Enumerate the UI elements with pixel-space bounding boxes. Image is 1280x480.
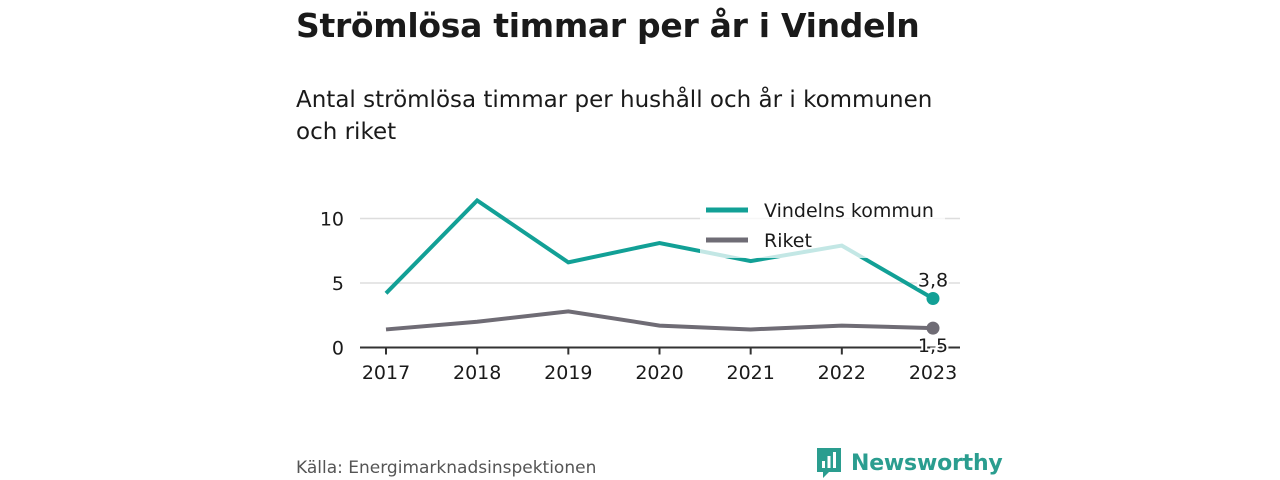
legend: Vindelns kommun Riket bbox=[700, 196, 945, 258]
source-text: Källa: Energimarknadsinspektionen bbox=[296, 458, 597, 478]
legend-background bbox=[700, 196, 945, 258]
y-tick-label: 5 bbox=[332, 273, 344, 295]
series-riket-line bbox=[385, 309, 934, 332]
y-tick-label: 10 bbox=[320, 209, 344, 231]
end-point bbox=[926, 291, 940, 305]
x-tick-label: 2019 bbox=[544, 362, 592, 384]
chart-subtitle: Antal strömlösa timmar per hushåll och å… bbox=[296, 87, 933, 145]
x-tick-label: 2021 bbox=[726, 362, 774, 384]
x-tick-label: 2020 bbox=[635, 362, 683, 384]
x-tick-label: 2018 bbox=[453, 362, 501, 384]
end-value-label: 3,8 bbox=[918, 269, 948, 291]
x-tick-label: 2022 bbox=[818, 362, 866, 384]
brand-name: Newsworthy bbox=[851, 450, 1003, 476]
legend-label: Vindelns kommun bbox=[764, 200, 934, 222]
end-value-label: 1,5 bbox=[918, 335, 948, 357]
brand-logo: Newsworthy bbox=[815, 446, 1003, 480]
x-tick-label: 2023 bbox=[909, 362, 957, 384]
x-tick-label: 2017 bbox=[362, 362, 410, 384]
chart-title: Strömlösa timmar per år i Vindeln bbox=[296, 6, 920, 45]
end-point bbox=[926, 321, 940, 335]
bar-chart-icon bbox=[817, 448, 841, 478]
legend-label: Riket bbox=[764, 230, 812, 252]
y-tick-label: 0 bbox=[332, 338, 344, 360]
